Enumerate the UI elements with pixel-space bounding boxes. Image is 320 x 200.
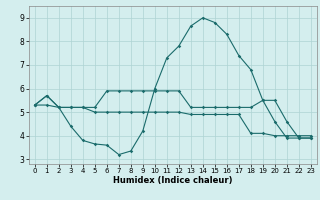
X-axis label: Humidex (Indice chaleur): Humidex (Indice chaleur) xyxy=(113,176,233,185)
